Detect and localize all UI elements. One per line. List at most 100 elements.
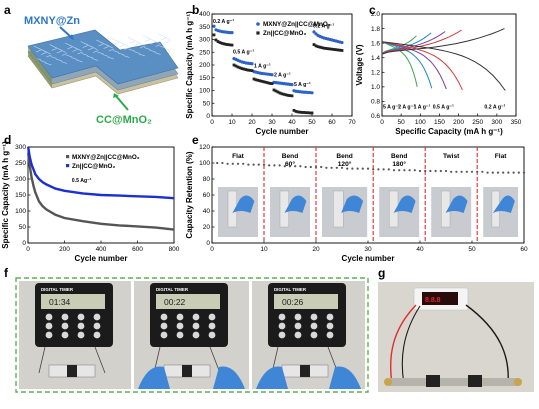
data-point [273, 164, 276, 167]
y-tick-label: 200 [199, 62, 210, 69]
y-axis-title: Specific Capacity (mA h g⁻¹) [185, 11, 194, 119]
data-point [222, 42, 226, 46]
data-point [372, 168, 375, 171]
y-tick-label: 0 [206, 113, 210, 120]
data-point [320, 46, 324, 50]
data-point [286, 93, 290, 97]
timer-key [278, 331, 286, 339]
stage-label: Flat [495, 153, 508, 160]
cc-mno2-label: CC@MnO₂ [96, 114, 152, 126]
nanofiber [91, 46, 99, 61]
data-point [288, 165, 292, 168]
data-point [212, 33, 216, 37]
data-point [248, 68, 252, 72]
legend-label: MXNY@Zn||CC@MnO₂ [72, 154, 140, 161]
y-tick-label: 50 [19, 224, 27, 231]
data-point [224, 42, 228, 46]
legend-label: Zn||CC@MnO₂ [72, 163, 115, 170]
series-line [27, 153, 175, 231]
y-axis-title: Capacity Retention (%) [185, 151, 194, 238]
red-wire [389, 304, 417, 385]
stage-label: Bend [336, 153, 352, 160]
data-point [270, 82, 274, 86]
nanofiber [122, 43, 130, 58]
data-point [216, 40, 220, 43]
x-tick-label: 10 [228, 119, 236, 126]
nanofiber [101, 42, 109, 57]
legend-marker [256, 22, 260, 26]
x-tick-label: 30 [268, 119, 276, 126]
lcd-reading: 01:34 [49, 297, 71, 307]
data-point [522, 171, 526, 174]
data-point [481, 170, 484, 173]
led-display [422, 292, 458, 305]
battery-core [182, 365, 192, 377]
data-point [361, 167, 364, 170]
nanofiber-texture [33, 33, 172, 66]
series-line [27, 146, 175, 200]
timer-key [45, 322, 53, 330]
timer-key [61, 313, 69, 321]
x-tick-label: 100 [415, 119, 426, 126]
data-point [377, 168, 380, 171]
data-point [330, 47, 334, 51]
stage-photo [431, 187, 472, 237]
data-point [310, 91, 314, 95]
nanofiber [44, 50, 52, 66]
nanofiber [49, 44, 57, 59]
rate-annotation: 0.2 A g⁻¹ [213, 19, 234, 25]
glove-right [213, 366, 245, 389]
mxene-layer [27, 29, 179, 85]
data-point [288, 94, 292, 97]
y-tick-label: 300 [15, 144, 26, 151]
data-point [512, 171, 515, 174]
led-reading: 8.8.8 [425, 297, 441, 304]
y-tick-label: 1.8 [371, 26, 380, 33]
y-tick-label: 1.4 [371, 55, 380, 62]
y-tick-label: 100 [15, 208, 26, 215]
cc-arrow [115, 95, 129, 111]
timer-key [77, 322, 85, 330]
data-point [292, 108, 296, 112]
x-tick-label: 300 [491, 119, 502, 126]
x-tick-label: 50 [398, 119, 406, 126]
data-point [312, 43, 316, 46]
data-point [221, 161, 224, 165]
timer-key [310, 322, 318, 330]
discharge-curve [381, 41, 506, 91]
data-point [310, 111, 314, 115]
timer-key [61, 322, 69, 330]
data-point [304, 165, 307, 169]
battery-cell-2 [468, 375, 482, 387]
legend-marker [256, 31, 260, 35]
timer-key [93, 331, 101, 339]
x-tick-label: 60 [328, 119, 336, 126]
data-point [276, 90, 280, 94]
stage-photo [322, 187, 368, 237]
y-tick-label: 1.0 [371, 84, 380, 91]
x-tick-label: 20 [312, 246, 320, 253]
y-tick-label: 0 [22, 240, 26, 247]
battery-core [300, 365, 310, 377]
x-tick-label: 600 [132, 246, 143, 253]
gloved-hand [393, 195, 416, 213]
photo-strip: DIGITAL TIMER 01:34 DIGITAL TIMER 00:22 DIGI… [19, 281, 365, 389]
gloved-hand [341, 195, 364, 213]
timer-key [192, 313, 200, 321]
x-tick-label: 50 [468, 246, 476, 253]
data-point [284, 93, 288, 97]
discharge-curve [381, 41, 433, 89]
data-point [300, 111, 304, 114]
y-tick-label: 0 [206, 240, 210, 247]
data-point [450, 170, 453, 173]
data-point [366, 167, 370, 170]
data-point [408, 169, 411, 172]
data-point [270, 73, 274, 77]
data-point [382, 168, 385, 171]
y-tick-label: 250 [199, 49, 210, 56]
curve-label: 0.5 A g⁻¹ [433, 105, 454, 111]
panel-letter-b: b [192, 3, 199, 17]
data-point [246, 68, 250, 72]
x-tick-label: 0 [26, 246, 30, 253]
lcd-screen [274, 294, 338, 309]
